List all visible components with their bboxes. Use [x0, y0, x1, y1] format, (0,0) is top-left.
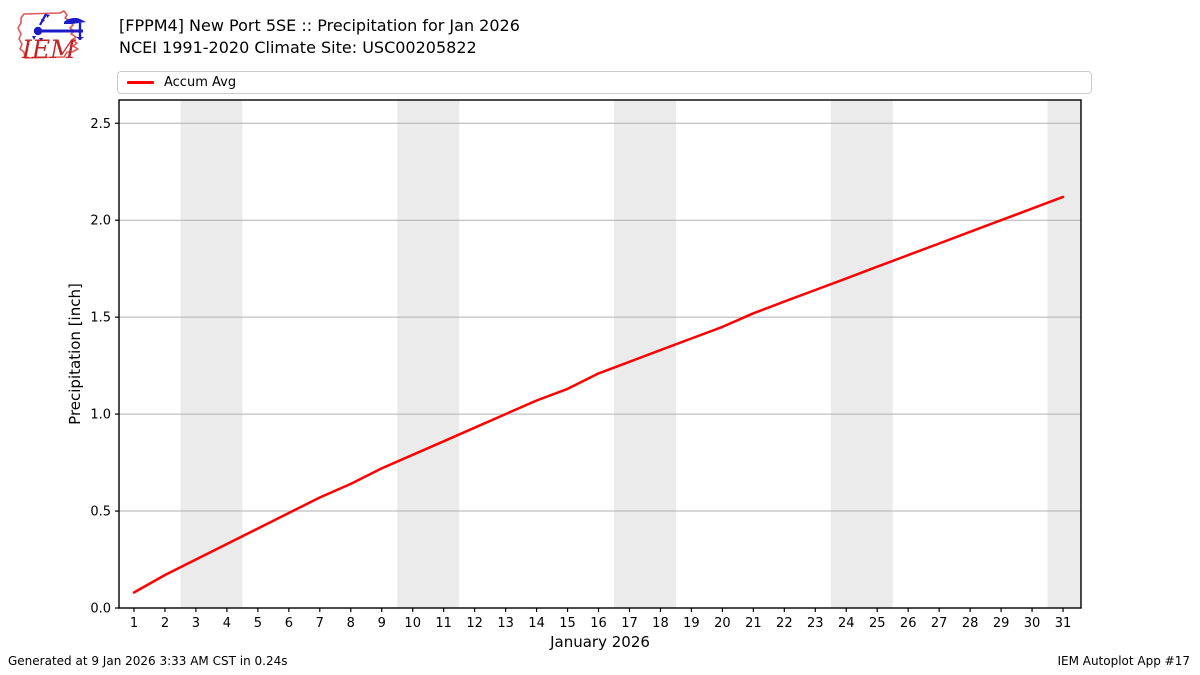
- x-tick-label: 27: [931, 616, 948, 631]
- x-tick-label: 13: [497, 616, 514, 631]
- legend-label: Accum Avg: [164, 75, 237, 90]
- x-tick-label: 22: [776, 616, 793, 631]
- x-tick-label: 21: [745, 616, 762, 631]
- x-tick-label: 8: [347, 616, 355, 631]
- x-tick-label: 3: [192, 616, 200, 631]
- x-tick-label: 14: [528, 616, 545, 631]
- x-tick-label: 29: [993, 616, 1010, 631]
- accum-avg-line: [132, 195, 1065, 594]
- app-credit: IEM Autoplot App #17: [1057, 654, 1190, 668]
- y-tick-label: 2.0: [90, 214, 111, 229]
- x-tick-label: 9: [378, 616, 386, 631]
- plot-border: [118, 99, 1082, 609]
- x-tick-label: 1: [130, 616, 138, 631]
- y-axis-label: Precipitation [inch]: [66, 283, 84, 425]
- x-tick-label: 23: [807, 616, 824, 631]
- chart-title: [FPPM4] New Port 5SE :: Precipitation fo…: [119, 16, 520, 35]
- x-tick-label: 24: [838, 616, 855, 631]
- x-axis-label: January 2026: [550, 633, 650, 651]
- x-tick-label: 20: [714, 616, 731, 631]
- x-tick-label: 2: [161, 616, 169, 631]
- iowa-outline-icon: [17, 10, 79, 59]
- x-tick-label: 12: [466, 616, 483, 631]
- x-tick-label: 7: [316, 616, 324, 631]
- iem-logo-text: IEM: [21, 35, 77, 64]
- x-tick-label: 31: [1055, 616, 1072, 631]
- weekend-band: [180, 100, 243, 608]
- x-tick-label: 25: [869, 616, 886, 631]
- chart-subtitle: NCEI 1991-2020 Climate Site: USC00205822: [119, 38, 477, 57]
- x-tick-label: 6: [285, 616, 293, 631]
- weekend-band: [613, 100, 676, 608]
- chart-title-block: [FPPM4] New Port 5SE :: Precipitation fo…: [119, 15, 520, 59]
- x-tick-label: 26: [900, 616, 917, 631]
- y-tick-label: 0.0: [90, 602, 111, 617]
- accum-avg-line-swatch: [127, 81, 154, 84]
- weekend-band: [830, 100, 893, 608]
- generated-timestamp: Generated at 9 Jan 2026 3:33 AM CST in 0…: [8, 654, 288, 668]
- weekend-band: [397, 100, 460, 608]
- x-tick-label: 17: [621, 616, 638, 631]
- legend: Accum Avg: [117, 71, 1092, 94]
- iem-logo: IEM: [17, 10, 86, 64]
- x-tick-label: 11: [435, 616, 452, 631]
- weekend-band: [1047, 100, 1081, 608]
- x-tick-label: 19: [683, 616, 700, 631]
- weathervane-icon: [32, 13, 86, 42]
- x-tick-label: 15: [559, 616, 576, 631]
- x-tick-label: 30: [1024, 616, 1041, 631]
- y-tick-label: 0.5: [90, 505, 111, 520]
- x-tick-label: 16: [590, 616, 607, 631]
- y-tick-label: 2.5: [90, 117, 111, 132]
- y-tick-label: 1.0: [90, 408, 111, 423]
- x-tick-label: 10: [404, 616, 421, 631]
- x-tick-label: 5: [254, 616, 262, 631]
- x-tick-label: 4: [223, 616, 231, 631]
- x-tick-label: 18: [652, 616, 669, 631]
- x-tick-label: 28: [962, 616, 979, 631]
- y-tick-label: 1.5: [90, 311, 111, 326]
